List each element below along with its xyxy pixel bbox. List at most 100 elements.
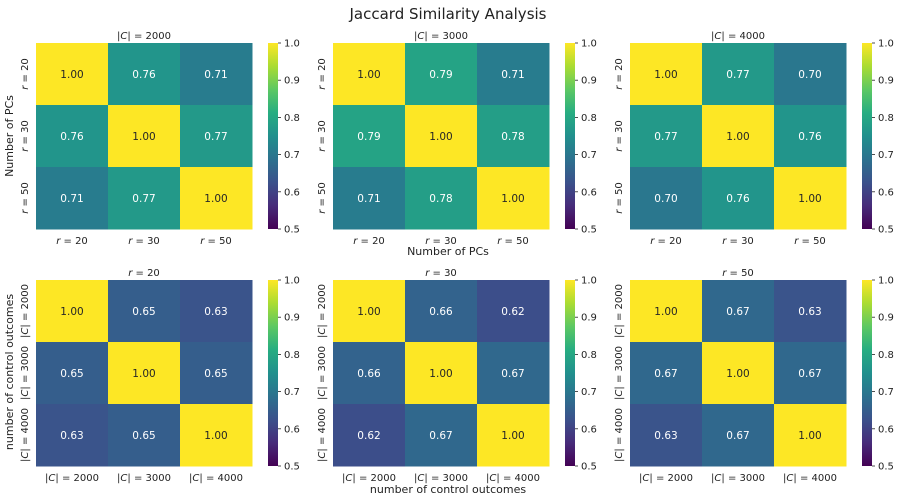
colorbar-tick-label: 1.0	[284, 39, 300, 50]
y-tick-label: r = 50	[317, 182, 328, 214]
y-tick-label: r = 20	[317, 58, 328, 90]
colorbar-tick-label: 0.7	[581, 387, 597, 398]
cell-value-label: 0.76	[132, 69, 156, 81]
heatmap-cell	[36, 342, 109, 405]
x-tick-label: r = 50	[200, 236, 232, 247]
x-tick-label: |C| = 3000	[117, 473, 171, 484]
colorbar-tick-label: 0.5	[581, 462, 597, 473]
colorbar-tick-label: 0.5	[878, 225, 894, 236]
y-tick-label: r = 30	[614, 120, 625, 152]
heatmap-cell	[108, 105, 181, 168]
heatmap-cell	[774, 43, 847, 106]
colorbar-tick-label: 0.7	[284, 387, 300, 398]
y-tick-label: r = 30	[317, 120, 328, 152]
cell-value-label: 0.79	[357, 131, 380, 143]
heatmap-cell	[180, 43, 253, 106]
cell-value-label: 0.65	[132, 306, 155, 318]
heatmap-cell	[630, 43, 703, 106]
heatmap-cell	[180, 404, 253, 467]
heatmap-cell	[702, 167, 775, 230]
colorbar-tick-label: 0.6	[284, 187, 300, 198]
heatmap-cell	[333, 404, 406, 467]
panel-title: |C| = 2000	[117, 31, 171, 42]
y-tick-label: r = 50	[20, 182, 31, 214]
cell-value-label: 1.00	[357, 69, 380, 81]
heatmap-panel: r = 20 1.00 0.65 0.63 0.65 1.00 0.65 0.63 0.65 1.…	[20, 268, 300, 484]
heatmap-cell	[180, 167, 253, 230]
cell-value-label: 0.70	[654, 193, 677, 205]
heatmap-cell	[36, 167, 109, 230]
heatmap-cell	[774, 280, 847, 343]
heatmap-cell	[477, 167, 550, 230]
x-tick-label: r = 30	[722, 236, 754, 247]
cell-value-label: 0.62	[501, 306, 524, 318]
cell-value-label: 0.77	[204, 131, 227, 143]
colorbar-tick-label: 0.7	[284, 150, 300, 161]
cell-value-label: 0.67	[798, 368, 821, 380]
colorbar	[268, 280, 278, 466]
y-tick-label: r = 20	[20, 58, 31, 90]
cell-value-label: 1.00	[798, 430, 821, 442]
heatmap-cell	[36, 280, 109, 343]
colorbar-tick-label: 0.9	[878, 76, 894, 87]
colorbar-tick-label: 1.0	[284, 276, 300, 287]
cell-value-label: 0.79	[429, 69, 452, 81]
colorbar-tick-label: 0.7	[878, 387, 894, 398]
heatmap-panel: r = 30 1.00 0.66 0.62 0.66 1.00 0.67 0.62 0.67 1.…	[317, 268, 597, 484]
x-tick-label: r = 30	[128, 236, 160, 247]
heatmap-cell	[774, 404, 847, 467]
cell-value-label: 0.65	[132, 430, 155, 442]
cell-value-label: 0.77	[726, 69, 749, 81]
heatmap-cell	[333, 43, 406, 106]
x-tick-label: |C| = 2000	[45, 473, 99, 484]
heatmap-cell	[630, 342, 703, 405]
x-tick-label: r = 30	[425, 236, 457, 247]
heatmap-cell	[477, 404, 550, 467]
colorbar-tick-label: 0.8	[284, 350, 300, 361]
heatmap-panel: r = 50 1.00 0.67 0.63 0.67 1.00 0.67 0.63 0.67 1.…	[614, 268, 894, 484]
colorbar-tick-label: 1.0	[581, 39, 597, 50]
heatmap-cell	[180, 105, 253, 168]
heatmap-cell	[36, 105, 109, 168]
colorbar-tick-label: 1.0	[581, 276, 597, 287]
colorbar-tick-label: 0.9	[581, 76, 597, 87]
heatmap-cell	[405, 105, 478, 168]
heatmap-cell	[630, 404, 703, 467]
cell-value-label: 0.70	[798, 69, 821, 81]
heatmap-cell	[702, 105, 775, 168]
colorbar	[862, 280, 872, 466]
heatmap-cell	[477, 280, 550, 343]
cell-value-label: 1.00	[501, 430, 524, 442]
colorbar-tick-label: 0.6	[581, 187, 597, 198]
cell-value-label: 0.63	[798, 306, 821, 318]
cell-value-label: 1.00	[132, 368, 155, 380]
heatmap-cell	[180, 280, 253, 343]
cell-value-label: 0.67	[726, 430, 749, 442]
cell-value-label: 0.65	[204, 368, 227, 380]
colorbar-tick-label: 0.7	[581, 150, 597, 161]
colorbar-tick-label: 1.0	[878, 39, 894, 50]
panel-title: r = 30	[425, 268, 457, 279]
cell-value-label: 0.62	[357, 430, 380, 442]
cell-value-label: 0.76	[726, 193, 750, 205]
heatmap-cell	[477, 105, 550, 168]
heatmap-cell	[405, 404, 478, 467]
heatmap-cell	[108, 43, 181, 106]
colorbar	[565, 43, 575, 229]
cell-value-label: 0.66	[357, 368, 381, 380]
heatmap-cell	[108, 404, 181, 467]
heatmap-cell	[108, 342, 181, 405]
cell-value-label: 0.78	[501, 131, 524, 143]
cell-value-label: 0.77	[132, 193, 155, 205]
heatmap-cell	[630, 167, 703, 230]
y-tick-label: |C| = 2000	[317, 284, 328, 338]
heatmap-cell	[774, 167, 847, 230]
cell-value-label: 1.00	[429, 131, 452, 143]
colorbar-tick-label: 0.5	[878, 462, 894, 473]
heatmap-cell	[405, 280, 478, 343]
colorbar	[268, 43, 278, 229]
heatmap-cell	[108, 280, 181, 343]
y-tick-label: |C| = 3000	[614, 346, 625, 400]
cell-value-label: 0.71	[501, 69, 524, 81]
